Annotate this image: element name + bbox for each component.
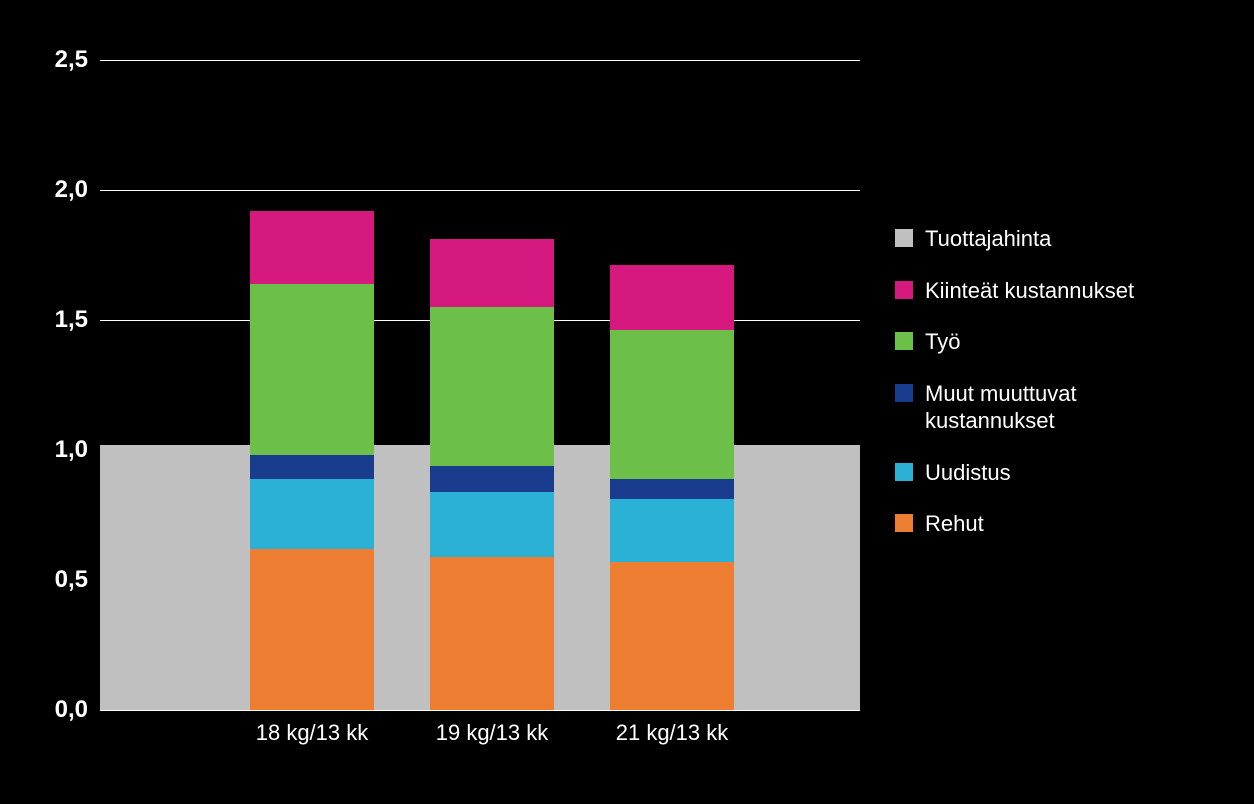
stacked-bar — [250, 211, 374, 710]
y-tick-label: 0,0 — [55, 696, 88, 724]
legend-swatch — [895, 281, 913, 299]
x-category-label: 18 kg/13 kk — [256, 720, 369, 746]
bar-segment — [430, 466, 554, 492]
legend-swatch — [895, 332, 913, 350]
legend-label: Rehut — [925, 510, 984, 538]
bar-segment — [430, 557, 554, 710]
legend-label: Uudistus — [925, 459, 1011, 487]
gridline — [100, 710, 860, 711]
bar-segment — [610, 265, 734, 330]
bar-segment — [610, 499, 734, 561]
bar-segment — [610, 330, 734, 478]
legend: Tuottajahinta Kiinteät kustannukset Työ Muu… — [895, 225, 1235, 562]
legend-swatch — [895, 463, 913, 481]
bar-segment — [430, 307, 554, 466]
legend-swatch — [895, 384, 913, 402]
legend-swatch — [895, 514, 913, 532]
stacked-bar — [610, 265, 734, 710]
legend-swatch — [895, 229, 913, 247]
bar-segment — [250, 479, 374, 549]
legend-item: Muut muuttuvatkustannukset — [895, 380, 1235, 435]
y-tick-label: 0,5 — [55, 566, 88, 594]
legend-item: Työ — [895, 328, 1235, 356]
y-tick-label: 2,0 — [55, 176, 88, 204]
bar-segment — [430, 492, 554, 557]
bar-segment — [250, 211, 374, 284]
gridline — [100, 60, 860, 61]
y-tick-label: 1,0 — [55, 436, 88, 464]
legend-label: Muut muuttuvatkustannukset — [925, 380, 1077, 435]
x-category-label: 19 kg/13 kk — [436, 720, 549, 746]
stacked-bar — [430, 239, 554, 710]
legend-item: Tuottajahinta — [895, 225, 1235, 253]
legend-label: Kiinteät kustannukset — [925, 277, 1134, 305]
y-tick-label: 2,5 — [55, 46, 88, 74]
bar-segment — [250, 455, 374, 478]
legend-label: Työ — [925, 328, 960, 356]
bar-segment — [250, 549, 374, 710]
chart-container: 0,00,51,01,52,02,5 18 kg/13 kk19 kg/13 k… — [0, 0, 1254, 804]
plot-area: 18 kg/13 kk19 kg/13 kk21 kg/13 kk — [100, 60, 860, 710]
y-axis: 0,00,51,01,52,02,5 — [0, 60, 100, 710]
legend-label: Tuottajahinta — [925, 225, 1051, 253]
legend-item: Rehut — [895, 510, 1235, 538]
bar-segment — [250, 284, 374, 456]
x-category-label: 21 kg/13 kk — [616, 720, 729, 746]
legend-item: Uudistus — [895, 459, 1235, 487]
gridline — [100, 190, 860, 191]
legend-item: Kiinteät kustannukset — [895, 277, 1235, 305]
bar-segment — [610, 562, 734, 710]
y-tick-label: 1,5 — [55, 306, 88, 334]
bar-segment — [430, 239, 554, 307]
bar-segment — [610, 479, 734, 500]
